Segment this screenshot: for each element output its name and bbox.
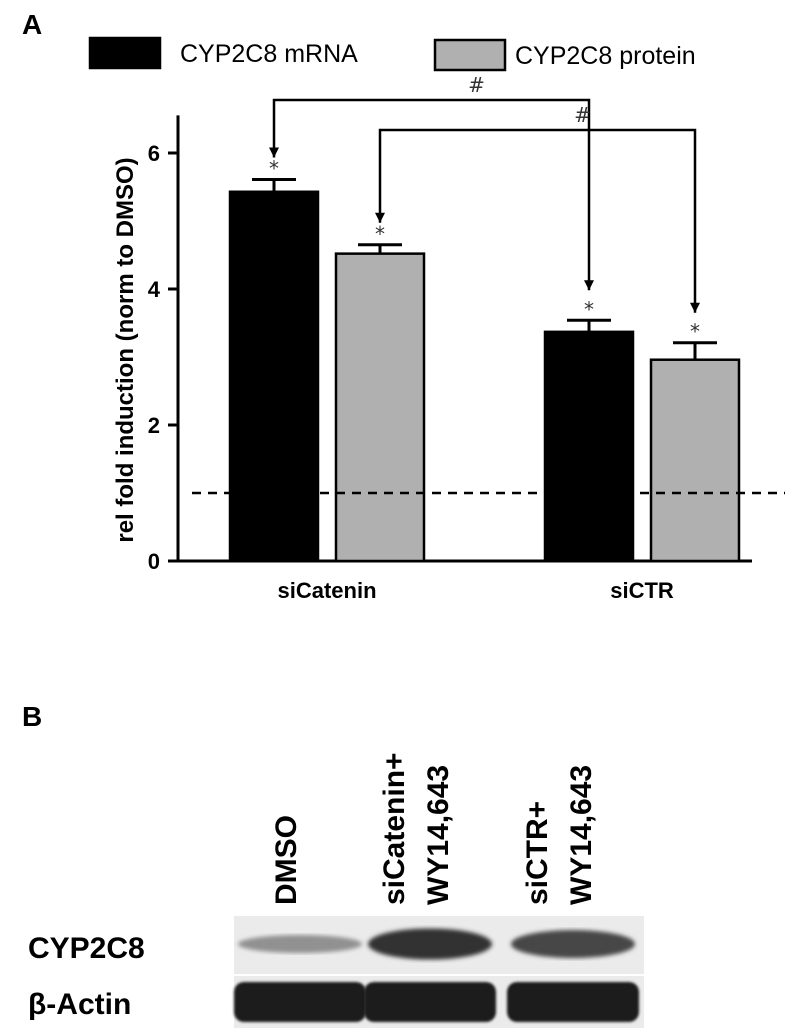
lane-label-line: WY14,643 — [565, 765, 598, 905]
legend-label: CYP2C8 protein — [515, 42, 696, 70]
significance-star: * — [375, 222, 385, 246]
band — [511, 930, 635, 958]
protein-label: β-Actin — [28, 988, 131, 1021]
legend-swatch — [433, 38, 507, 72]
y-tick-label: 4 — [148, 277, 161, 302]
bracket-arrowhead — [375, 212, 385, 223]
band — [364, 982, 496, 1022]
panel-a-label: A — [22, 9, 42, 40]
legend: CYP2C8 mRNA CYP2C8 protein — [88, 36, 696, 72]
lane-label: siCatenin+ WY14,643 — [378, 752, 455, 905]
band — [368, 928, 492, 960]
x-category-label: siCatenin — [277, 578, 376, 603]
y-tick-label: 6 — [148, 141, 160, 166]
significance-hash: # — [574, 103, 591, 127]
significance-star: * — [269, 157, 279, 181]
blot-strips — [234, 916, 644, 1028]
lane-label-line: siCatenin+ — [378, 752, 411, 905]
band — [238, 935, 362, 953]
bars — [228, 190, 741, 563]
significance-star: * — [584, 297, 594, 321]
bar-siCatenin-mrna — [228, 190, 320, 563]
significance-bracket — [272, 98, 591, 291]
y-tick-label: 0 — [148, 549, 160, 574]
protein-labels: CYP2C8 β-Actin — [28, 932, 145, 1021]
lane-label: DMSO — [270, 815, 303, 905]
panel-b-label: B — [22, 701, 42, 732]
bracket-arrowhead — [269, 147, 279, 158]
lane-label-line: DMSO — [270, 815, 303, 905]
significance-star: * — [690, 320, 700, 344]
legend-swatch — [88, 36, 162, 70]
bar-siCTR-protein — [649, 358, 741, 563]
significance-annotations: * * * * # # — [269, 73, 700, 344]
significance-hash: # — [468, 73, 485, 97]
x-category-label: siCTR — [610, 578, 674, 603]
bracket-arrowhead — [584, 280, 594, 291]
bar-siCatenin-protein — [334, 252, 426, 563]
y-ticks: 0 2 4 6 — [148, 141, 178, 574]
error-bars — [252, 178, 717, 360]
lane-labels: DMSO siCatenin+ WY14,643 siCTR+ WY14,643 — [270, 752, 598, 905]
bar-chart: CYP2C8 mRNA CYP2C8 protein 0 2 4 6 rel fold … — [88, 36, 785, 603]
protein-label: CYP2C8 — [28, 932, 145, 965]
y-axis-label: rel fold induction (norm to DMSO) — [112, 157, 139, 542]
band — [234, 982, 366, 1022]
significance-bracket — [378, 128, 697, 313]
y-tick-label: 2 — [148, 413, 160, 438]
x-category-labels: siCatenin siCTR — [277, 578, 673, 603]
lane-label-line: siCTR+ — [521, 801, 554, 905]
lane-label-line: WY14,643 — [422, 765, 455, 905]
western-blot: DMSO siCatenin+ WY14,643 siCTR+ WY14,643 CYP… — [28, 752, 644, 1028]
band — [507, 982, 639, 1022]
bracket-arrowhead — [690, 302, 700, 313]
legend-label: CYP2C8 mRNA — [180, 40, 358, 68]
lane-label: siCTR+ WY14,643 — [521, 765, 598, 905]
bar-siCTR-mrna — [543, 330, 635, 563]
